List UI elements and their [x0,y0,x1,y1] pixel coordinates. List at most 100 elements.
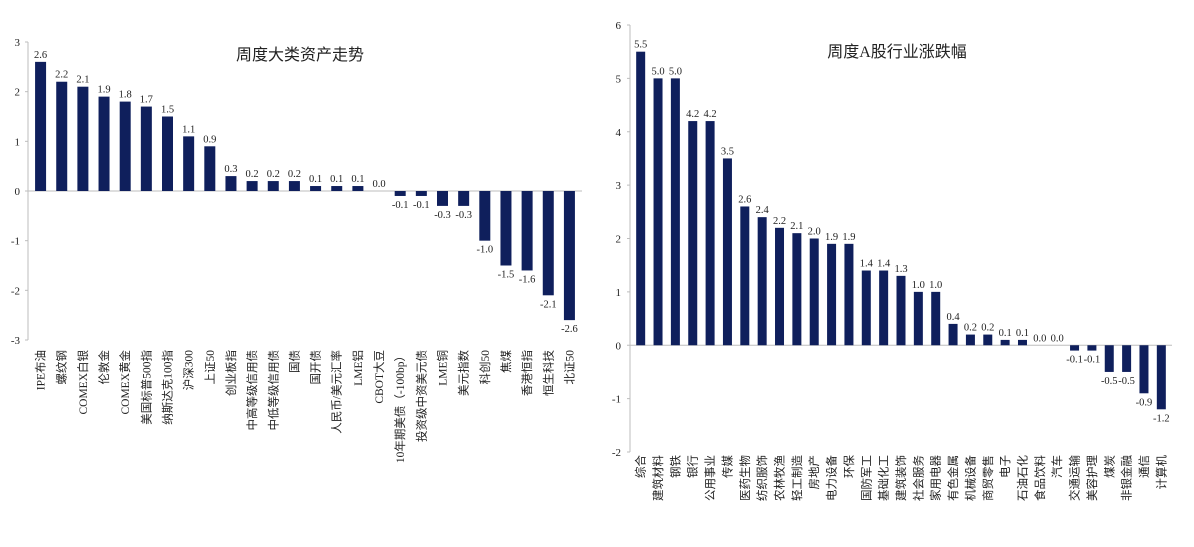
category-label: 银行 [686,455,700,478]
data-label: 0.2 [981,323,994,334]
category-label: 石油石化 [1015,455,1029,501]
category-label: 国防军工 [859,455,873,501]
bar [896,275,906,346]
y-tick-label: 1 [616,287,622,299]
bar [77,86,89,191]
category-label: 轻工制造 [790,455,804,501]
y-tick-label: 2 [15,87,21,99]
bar [757,217,767,346]
industry-weekly-chart: 周度A股行业涨跌幅 -2 -1 0 1 2 3 4 5 6 5.5 综合 5.0 建筑材料 5.0 钢铁 4.2… [612,20,1172,501]
bar [204,146,216,191]
data-label: -0.1 [1084,355,1101,366]
category-label: 科创50 [478,350,492,385]
data-label: -0.1 [413,200,430,211]
data-label: 1.3 [894,264,907,275]
bar [394,191,406,196]
y-tick-label: 3 [616,180,622,192]
y-tick-label: 2 [616,234,622,246]
bar [983,334,993,346]
bar [500,191,512,266]
data-label: 4.2 [686,109,699,120]
data-label: 0.2 [288,169,301,180]
bar [310,186,322,191]
category-label: 社会服务 [911,455,925,501]
data-label: -0.9 [1136,397,1153,408]
bar [225,176,237,191]
bar [1156,345,1166,410]
data-label: -0.5 [1101,376,1118,387]
bar [267,181,279,191]
bar [415,191,427,196]
bar [56,81,68,191]
category-label: 有色金属 [946,455,960,501]
data-label: -1.6 [519,274,536,285]
bar [775,227,785,346]
data-label: 0.1 [351,174,364,185]
bar [521,191,533,271]
y-tick-label: -1 [612,394,621,406]
y-tick-label: 5 [616,73,622,85]
category-label: 电子 [999,455,1012,478]
data-label: 1.9 [825,232,838,243]
y-tick-label: -1 [11,236,20,248]
bar [352,186,364,191]
y-tick-label: 6 [616,20,622,32]
bar [119,101,131,191]
data-label: -2.6 [561,324,578,335]
category-label: 汽车 [1050,455,1064,478]
data-label: 0.0 [1051,333,1064,344]
data-label: 0.0 [372,179,385,190]
category-label: 焦煤 [500,350,513,373]
category-label: 创业板指 [224,350,238,396]
asset-weekly-chart: 周度大类资产走势 -3 -2 -1 0 1 2 3 2.6 IPE布油 2.2 螺纹钢 2.1 COMEX… [11,37,582,463]
bar [1000,339,1010,346]
data-label: -0.1 [392,200,409,211]
y-tick-label: 1 [15,136,21,148]
bar [162,116,173,191]
bar [705,121,715,346]
bar [948,323,958,346]
bar [879,270,889,346]
y-tick-label: -3 [11,335,21,347]
category-label: LME铜 [436,350,450,386]
category-label: 环保 [842,455,856,478]
data-label: 2.6 [34,50,47,61]
category-label: 纳斯达克100指 [161,350,175,425]
category-label: 建筑装饰 [894,455,908,501]
category-label: COMEX黄金 [118,350,132,415]
bar [35,61,47,191]
data-label: 1.7 [140,95,153,106]
category-label: 钢铁 [669,455,682,478]
data-label: 0.3 [224,164,237,175]
data-label: 2.2 [55,70,68,81]
bar [563,191,575,321]
y-tick-label: -2 [612,447,621,459]
bar [542,191,554,296]
category-label: 非银金融 [1120,455,1134,501]
category-label: 房地产 [807,455,821,490]
bar [792,233,802,346]
category-label: 中高等级信用债 [245,350,259,431]
bar [861,270,871,346]
data-label: 1.9 [97,85,110,96]
bar [140,106,152,191]
category-label: 人民币/美元汇率 [330,350,344,434]
data-label: 2.1 [76,75,89,86]
bar [98,96,110,191]
bar [722,158,732,346]
category-label: 螺纹钢 [55,350,69,385]
data-label: 0.1 [999,328,1012,339]
category-label: 国开债 [309,350,323,385]
data-label: 1.4 [860,259,874,270]
category-label: 伦敦金 [97,350,111,385]
data-label: 1.5 [161,105,174,116]
category-label: 公用事业 [704,455,717,501]
bar [1070,345,1080,351]
category-label: 上证50 [204,350,217,385]
category-label: LME铝 [351,350,365,386]
bar [740,206,750,346]
category-label: 交通运输 [1068,455,1082,501]
y-tick-label: 4 [616,127,622,139]
data-label: 0.1 [1016,328,1029,339]
